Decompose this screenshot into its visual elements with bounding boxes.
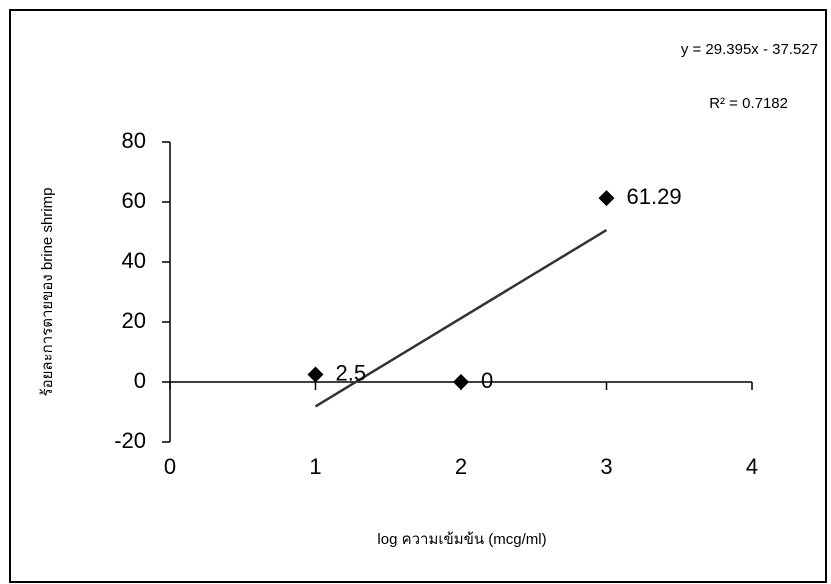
x-tick-label: 4: [746, 454, 758, 479]
data-label: 61.29: [627, 184, 682, 209]
data-point: [598, 190, 615, 207]
x-tick-label: 3: [600, 454, 612, 479]
y-tick-label: 20: [122, 308, 146, 333]
y-tick-label: 60: [122, 188, 146, 213]
chart-frame: [9, 9, 827, 583]
data-point: [307, 366, 324, 383]
y-axis-label: ร้อยละการตายของ brine shrimp: [39, 188, 56, 397]
trendline-equation: y = 29.395x - 37.527: [681, 41, 818, 58]
x-axis-label: log ความเข้มข้น (mcg/ml): [377, 531, 546, 548]
x-tick-label: 1: [309, 454, 321, 479]
trendline-r-squared: R² = 0.7182: [709, 95, 788, 112]
y-tick-label: 40: [122, 248, 146, 273]
data-label: 0: [481, 368, 493, 393]
y-tick-label: 80: [122, 128, 146, 153]
y-tick-label: 0: [134, 368, 146, 393]
x-tick-label: 2: [455, 454, 467, 479]
trendline: [314, 228, 608, 408]
y-tick-label: -20: [114, 428, 146, 453]
data-point: [453, 374, 469, 390]
x-tick-label: 0: [164, 454, 176, 479]
data-label: 2.5: [336, 360, 367, 385]
